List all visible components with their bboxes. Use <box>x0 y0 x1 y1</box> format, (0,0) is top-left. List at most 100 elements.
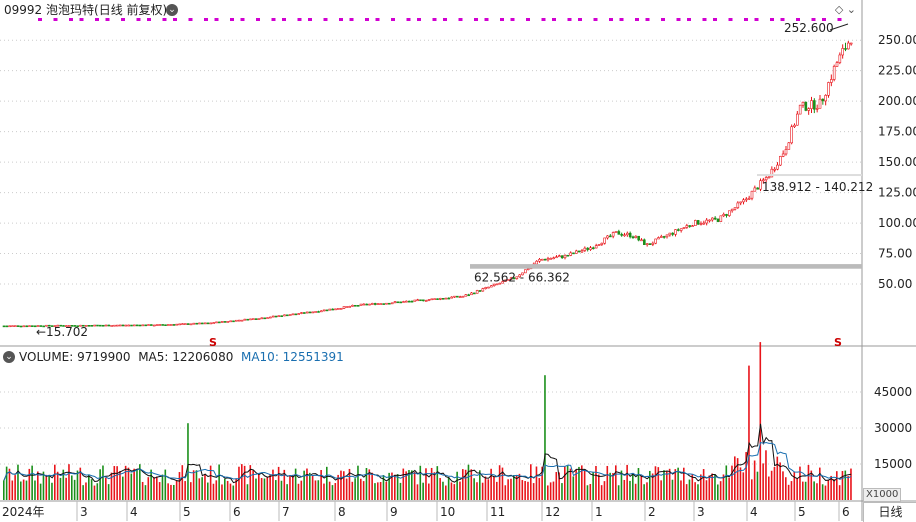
candle-body <box>84 325 88 327</box>
event-marker <box>661 18 665 21</box>
candle-body <box>116 324 119 327</box>
event-marker <box>79 18 84 21</box>
header-icons[interactable]: ◇ ⌄ <box>834 3 856 16</box>
candle-body <box>662 236 666 238</box>
volume-bar <box>130 473 133 500</box>
volume-bar <box>221 484 223 500</box>
volume-bar <box>207 482 209 500</box>
candle-body <box>498 282 502 285</box>
volume-bar <box>79 467 82 500</box>
gap-label: 138.912 - 140.212 <box>762 180 873 194</box>
volume-bar <box>453 484 456 500</box>
volume-bar <box>328 481 331 500</box>
candle-body <box>271 315 275 318</box>
candle-body <box>575 250 578 254</box>
candle-body <box>832 66 836 80</box>
candle-body <box>776 164 779 170</box>
candle-body <box>348 306 351 308</box>
volume-bar <box>663 470 665 500</box>
x-tick-label: 6 <box>233 505 241 519</box>
ma5-value: MA5: 12206080 <box>138 350 234 364</box>
candle-body <box>512 277 516 280</box>
volume-bar <box>671 479 674 500</box>
event-marker <box>375 18 380 21</box>
volume-bar <box>110 472 113 500</box>
candle-body <box>461 295 465 298</box>
candle-body <box>617 231 621 235</box>
candle-body <box>699 223 703 225</box>
chevron-down-icon[interactable]: ⌄ <box>3 351 15 363</box>
candle-body <box>376 303 380 305</box>
candle-body <box>490 285 493 288</box>
volume-bar <box>365 467 368 500</box>
volume-bar <box>238 466 240 500</box>
candle-body <box>665 234 669 238</box>
candle-body <box>501 281 504 284</box>
volume-bar <box>782 471 784 500</box>
event-marker <box>95 18 99 21</box>
timeframe-selector[interactable]: 日线 <box>863 502 916 522</box>
volume-bar <box>224 478 226 500</box>
volume-bar <box>436 466 439 500</box>
volume-bar <box>82 485 84 500</box>
volume-bar <box>136 470 138 500</box>
volume-bar <box>640 475 643 500</box>
candle-body <box>42 325 45 328</box>
volume-bar <box>258 474 260 500</box>
candle-body <box>611 232 615 237</box>
candle-body <box>830 79 833 83</box>
volume-bar <box>294 468 297 500</box>
candle-body <box>76 325 79 328</box>
volume-bar <box>785 477 787 500</box>
volume-bar <box>306 468 308 500</box>
volume-bar <box>773 466 776 500</box>
candle-body <box>677 229 680 231</box>
volume-bar <box>56 471 59 500</box>
volume-bar <box>99 469 101 500</box>
candle-body <box>541 258 544 261</box>
volume-bar <box>39 483 42 500</box>
event-marker <box>282 18 286 21</box>
volume-bar <box>382 475 385 500</box>
volume-bar <box>719 481 722 500</box>
volume-bar <box>3 480 5 500</box>
candle-body <box>320 310 323 313</box>
volume-bar <box>481 482 484 500</box>
gap-zone <box>470 264 862 269</box>
candle-body <box>99 324 102 327</box>
candle-body <box>711 217 714 221</box>
candle-body <box>229 320 232 323</box>
chevron-down-icon[interactable]: ⌄ <box>166 4 178 16</box>
candle-body <box>719 215 723 222</box>
candle-body <box>407 300 411 303</box>
volume-bar <box>204 474 206 500</box>
candle-body <box>436 298 439 300</box>
event-marker <box>297 18 302 21</box>
event-marker <box>609 18 613 21</box>
candle-body <box>807 108 810 111</box>
candle-body <box>25 325 28 328</box>
volume-bar <box>385 481 388 500</box>
volume-bar <box>201 477 203 500</box>
candle-body <box>252 318 255 320</box>
candle-body <box>603 237 606 244</box>
volume-bar <box>558 472 560 500</box>
volume-bar <box>555 472 558 500</box>
candle-body <box>580 250 584 253</box>
candle-body <box>827 82 830 96</box>
candle-body <box>223 321 227 323</box>
x-tick-label: 10 <box>440 505 455 519</box>
candle-body <box>688 225 691 227</box>
event-marker <box>323 18 328 21</box>
volume-bar <box>218 464 220 500</box>
candle-body <box>186 323 190 325</box>
candle-body <box>583 247 587 251</box>
volume-bar <box>518 473 521 500</box>
event-marker <box>443 18 447 21</box>
volume-bar <box>552 481 555 500</box>
candle-body <box>767 176 771 179</box>
candle-body <box>5 325 9 328</box>
low-price-label: ←15.702 <box>36 325 88 339</box>
candle-body <box>796 113 799 126</box>
